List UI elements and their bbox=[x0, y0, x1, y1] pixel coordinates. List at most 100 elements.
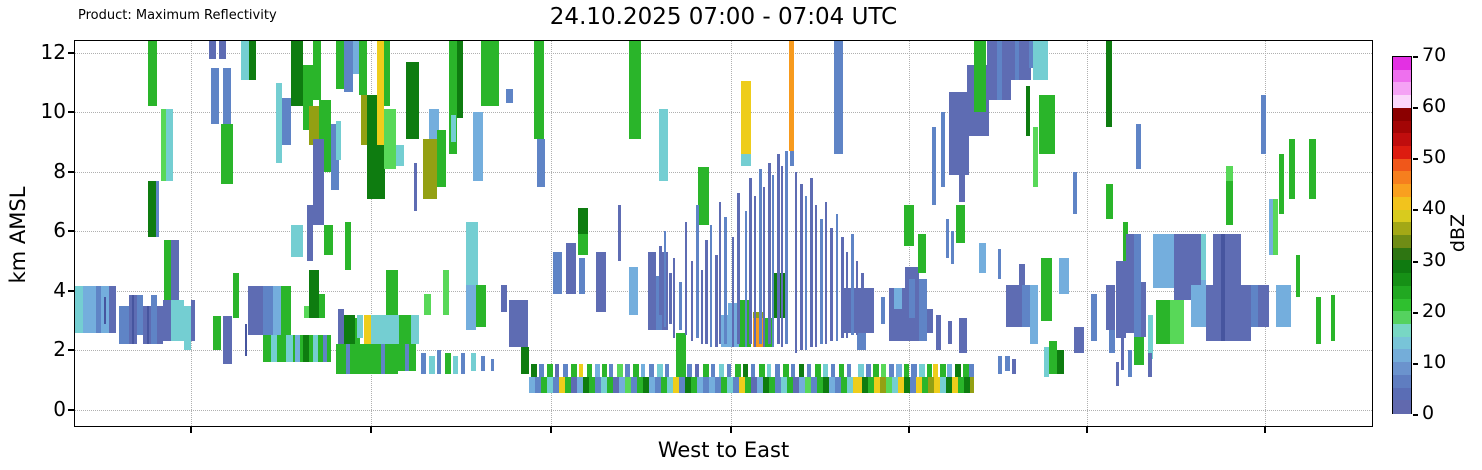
colorbar-segment bbox=[1393, 285, 1411, 300]
x-gridline bbox=[191, 41, 192, 426]
reflectivity-cell bbox=[1121, 338, 1124, 370]
reflectivity-cell bbox=[892, 376, 898, 394]
reflectivity-cell bbox=[823, 376, 829, 393]
reflectivity-cell bbox=[596, 252, 606, 312]
reflectivity-cell bbox=[685, 222, 687, 336]
colorbar-segment bbox=[1393, 247, 1411, 262]
reflectivity-cell bbox=[941, 112, 945, 187]
reflectivity-cell bbox=[1033, 41, 1048, 80]
reflectivity-cell bbox=[696, 204, 699, 339]
reflectivity-cell bbox=[1136, 124, 1141, 169]
reflectivity-cell bbox=[928, 376, 934, 394]
reflectivity-cell bbox=[384, 41, 390, 107]
reflectivity-cell bbox=[1057, 350, 1064, 375]
reflectivity-cell bbox=[1309, 139, 1316, 199]
reflectivity-cell bbox=[856, 376, 862, 394]
x-tick-mark bbox=[908, 427, 910, 433]
reflectivity-cell bbox=[281, 286, 291, 336]
reflectivity-cell bbox=[1134, 336, 1144, 366]
colorbar-tick-mark bbox=[1413, 414, 1418, 416]
reflectivity-cell bbox=[894, 287, 902, 309]
colorbar-segment bbox=[1393, 336, 1411, 351]
reflectivity-cell bbox=[1005, 356, 1010, 372]
reflectivity-cell bbox=[1106, 41, 1112, 128]
reflectivity-cell bbox=[781, 165, 783, 348]
reflectivity-cell bbox=[241, 41, 249, 80]
reflectivity-cell bbox=[889, 363, 894, 377]
colorbar-segment bbox=[1393, 146, 1411, 160]
reflectivity-cell bbox=[772, 174, 774, 348]
reflectivity-cell bbox=[970, 376, 974, 394]
reflectivity-cell bbox=[344, 314, 355, 345]
reflectivity-cell bbox=[659, 109, 668, 181]
reflectivity-cell bbox=[649, 363, 654, 377]
x-tick-mark bbox=[1086, 427, 1088, 433]
reflectivity-cell bbox=[164, 240, 171, 300]
colorbar-segment bbox=[1393, 95, 1411, 109]
x-tick-mark bbox=[550, 427, 552, 433]
reflectivity-cell bbox=[1148, 353, 1152, 378]
reflectivity-cell bbox=[637, 376, 643, 393]
colorbar-tick-mark bbox=[1413, 260, 1418, 263]
reflectivity-cell bbox=[1116, 261, 1126, 339]
y-gridline bbox=[75, 290, 1372, 292]
reflectivity-cell bbox=[940, 376, 946, 394]
x-gridline bbox=[551, 41, 552, 426]
reflectivity-cell bbox=[313, 139, 324, 226]
colorbar-segment bbox=[1393, 158, 1411, 173]
reflectivity-cell bbox=[473, 112, 483, 181]
reflectivity-cell bbox=[781, 376, 787, 393]
reflectivity-cell bbox=[233, 273, 239, 318]
reflectivity-cell bbox=[998, 249, 1001, 279]
y-tick-label: 12 bbox=[40, 39, 66, 64]
reflectivity-cell bbox=[927, 363, 932, 377]
y-tick-mark bbox=[68, 51, 74, 54]
reflectivity-cell bbox=[862, 376, 868, 394]
reflectivity-cell bbox=[922, 376, 928, 394]
reflectivity-cell bbox=[625, 363, 630, 377]
reflectivity-cell bbox=[698, 167, 709, 226]
reflectivity-cell bbox=[571, 363, 577, 377]
reflectivity-cell bbox=[839, 363, 844, 377]
reflectivity-cell bbox=[873, 363, 879, 377]
reflectivity-cell bbox=[563, 363, 568, 377]
colorbar-segment bbox=[1393, 260, 1411, 274]
reflectivity-cell bbox=[768, 162, 771, 345]
y-tick-label: 8 bbox=[53, 158, 66, 183]
reflectivity-cell bbox=[309, 106, 319, 146]
reflectivity-cell bbox=[655, 376, 661, 393]
reflectivity-cell bbox=[377, 41, 384, 146]
reflectivity-cell bbox=[910, 376, 916, 394]
y-tick-label: 10 bbox=[40, 99, 66, 124]
reflectivity-cell bbox=[148, 180, 156, 238]
reflectivity-cell bbox=[344, 41, 353, 92]
reflectivity-cell bbox=[936, 314, 941, 351]
reflectivity-cell bbox=[364, 314, 371, 357]
reflectivity-cell bbox=[537, 139, 545, 187]
x-tick-mark bbox=[370, 427, 372, 433]
reflectivity-cell bbox=[904, 363, 909, 377]
reflectivity-cell bbox=[303, 64, 313, 131]
reflectivity-cell bbox=[323, 335, 327, 363]
reflectivity-cell bbox=[1201, 234, 1206, 281]
reflectivity-cell bbox=[916, 376, 922, 394]
reflectivity-cell bbox=[715, 255, 718, 348]
reflectivity-cell bbox=[313, 335, 318, 363]
reflectivity-cell bbox=[309, 270, 319, 318]
reflectivity-cell bbox=[109, 286, 116, 333]
reflectivity-cell bbox=[679, 376, 685, 393]
x-axis-label: West to East bbox=[657, 438, 790, 462]
reflectivity-cell bbox=[491, 359, 494, 372]
reflectivity-cell bbox=[406, 61, 419, 140]
reflectivity-cell bbox=[775, 363, 780, 377]
reflectivity-cell bbox=[245, 323, 247, 357]
reflectivity-cell bbox=[291, 225, 303, 257]
reflectivity-cell bbox=[271, 335, 277, 363]
reflectivity-cell bbox=[735, 363, 741, 377]
reflectivity-cell bbox=[336, 344, 368, 375]
reflectivity-cell bbox=[685, 376, 691, 393]
reflectivity-cell bbox=[221, 124, 233, 184]
colorbar-segment bbox=[1393, 133, 1411, 147]
reflectivity-cell bbox=[793, 376, 799, 393]
